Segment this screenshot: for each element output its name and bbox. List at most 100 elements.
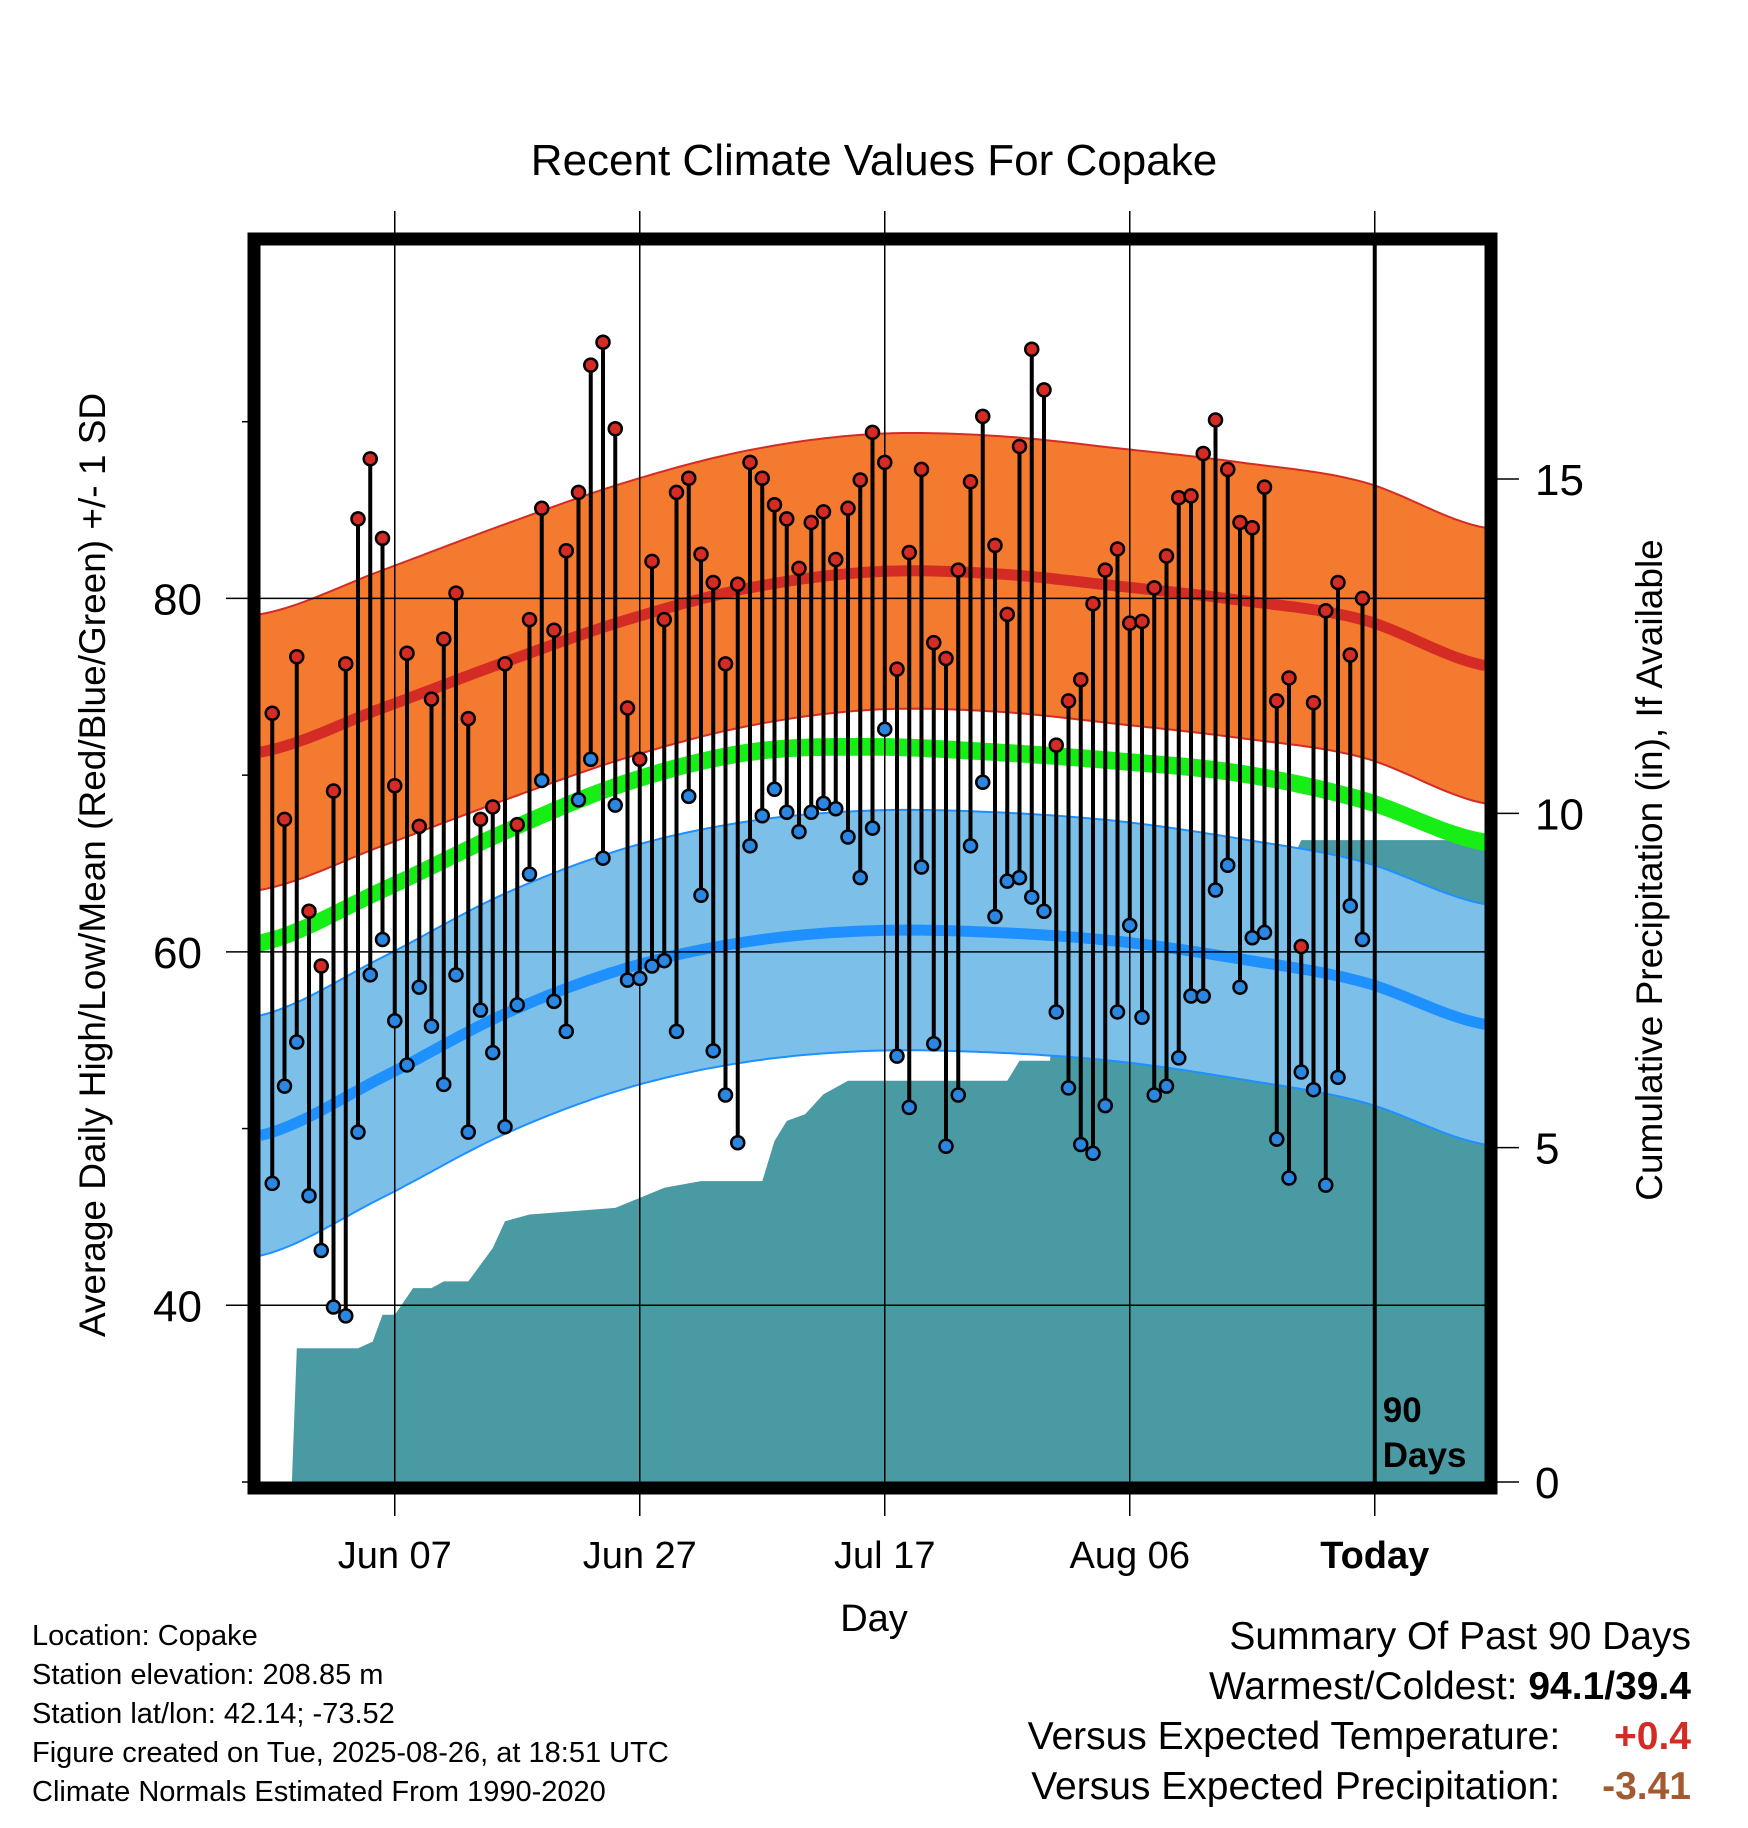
daily-low-point-54 (926, 1035, 942, 1052)
daily-low-point-36 (705, 1043, 721, 1059)
daily-high-point-10 (387, 777, 403, 794)
daily-low-point-52 (901, 1099, 917, 1116)
daily-low-point-70 (1122, 917, 1138, 934)
daily-high-point-7 (350, 511, 366, 527)
left-tick-label-1: 60 (153, 929, 202, 978)
daily-low-point-61 (1011, 869, 1028, 886)
daily-low-point-89 (1354, 931, 1371, 948)
warmest-coldest-row: Warmest/Coldest: 94.1/39.4 (1028, 1662, 1691, 1712)
daily-high-point-59 (987, 537, 1003, 554)
x-tick-label-2: Jul 17 (834, 1535, 935, 1577)
daily-low-point-33 (668, 1023, 685, 1040)
x-tick-label-0: Jun 07 (338, 1535, 452, 1577)
daily-low-point-3 (301, 1187, 317, 1204)
right-tick-label-3: 15 (1535, 456, 1584, 505)
daily-high-point-21 (521, 611, 538, 628)
daily-high-point-37 (717, 656, 734, 672)
daily-low-point-47 (840, 829, 856, 845)
daily-high-point-11 (399, 645, 415, 661)
daily-high-point-70 (1122, 615, 1138, 631)
daily-high-point-24 (558, 542, 574, 559)
daily-low-point-5 (325, 1299, 342, 1315)
warmest-coldest-label: Warmest/Coldest: (1209, 1665, 1518, 1708)
daily-low-point-4 (313, 1242, 329, 1259)
daily-high-point-31 (644, 553, 660, 570)
x-tick-label-4: Today (1320, 1535, 1429, 1577)
right-tick-label-0: 0 (1535, 1459, 1559, 1508)
daily-low-point-80 (1244, 929, 1260, 946)
daily-high-point-20 (509, 816, 525, 833)
daily-low-point-25 (570, 792, 587, 808)
daily-low-point-16 (460, 1124, 476, 1140)
daily-low-point-66 (1073, 1136, 1089, 1153)
daily-high-point-15 (448, 585, 464, 601)
daily-high-point-45 (815, 504, 832, 520)
daily-high-point-0 (264, 705, 280, 722)
daily-high-point-64 (1048, 737, 1064, 753)
daily-high-point-69 (1109, 541, 1126, 557)
daily-low-point-10 (387, 1013, 403, 1029)
daily-high-point-13 (423, 691, 440, 707)
daily-low-point-76 (1195, 988, 1211, 1004)
daily-low-point-86 (1318, 1177, 1334, 1193)
station-info: Location: Copake Station elevation: 208.… (32, 1617, 669, 1812)
daily-high-point-44 (803, 514, 819, 531)
daily-high-point-72 (1146, 580, 1162, 596)
daily-low-point-1 (276, 1078, 293, 1094)
x-tick-label-1: Jun 27 (583, 1535, 697, 1577)
daily-high-point-18 (485, 799, 501, 815)
y-axis-label-left: Average Daily High/Low/Mean (Red/Blue/Gr… (72, 393, 113, 1337)
daily-high-point-42 (779, 511, 795, 527)
daily-high-point-89 (1354, 590, 1371, 607)
plot-frame (247, 232, 1498, 1495)
daily-high-point-22 (534, 500, 550, 517)
daily-high-point-81 (1256, 479, 1273, 495)
daily-low-point-45 (815, 795, 832, 812)
daily-high-point-5 (325, 783, 342, 799)
daily-high-point-71 (1134, 613, 1150, 630)
daily-low-point-78 (1220, 857, 1236, 874)
daily-low-point-51 (889, 1048, 905, 1064)
daily-high-point-53 (913, 461, 930, 478)
daily-high-point-2 (289, 648, 305, 665)
daily-low-point-40 (754, 808, 770, 824)
daily-high-point-78 (1220, 461, 1236, 478)
daily-high-point-50 (877, 454, 893, 471)
daily-high-point-34 (681, 470, 697, 487)
daily-low-point-50 (877, 721, 893, 737)
daily-low-point-57 (962, 838, 979, 854)
daily-low-point-68 (1097, 1097, 1113, 1114)
daily-high-point-12 (411, 818, 427, 835)
daily-low-point-15 (448, 967, 464, 983)
location-text: Location: Copake (32, 1620, 258, 1652)
right-tick-label-2: 10 (1535, 790, 1584, 839)
daily-low-point-48 (852, 869, 868, 886)
daily-high-point-40 (754, 470, 770, 487)
daily-high-point-54 (926, 634, 942, 651)
daily-low-point-60 (999, 873, 1015, 889)
y-axis-label-right: Cumulative Precipitation (in), If Availa… (1629, 539, 1670, 1201)
daily-low-point-13 (423, 1018, 440, 1034)
daily-high-point-30 (632, 751, 648, 767)
daily-low-point-27 (595, 850, 611, 866)
daily-low-point-69 (1109, 1004, 1126, 1020)
daily-low-point-12 (411, 979, 427, 995)
daily-high-point-28 (607, 421, 623, 437)
temp-departure-row: Versus Expected Temperature: +0.4 (1028, 1712, 1691, 1762)
daily-high-point-62 (1024, 341, 1040, 358)
daily-high-point-88 (1342, 647, 1358, 663)
daily-low-point-6 (338, 1308, 354, 1324)
left-tick-label-0: 40 (153, 1282, 202, 1331)
elevation-text: Station elevation: 208.85 m (32, 1659, 384, 1691)
normals-text: Climate Normals Estimated From 1990-2020 (32, 1776, 606, 1808)
precip-departure-row: Versus Expected Precipitation: -3.41 (1028, 1762, 1691, 1812)
daily-high-point-41 (766, 497, 783, 513)
daily-low-point-87 (1330, 1069, 1346, 1086)
daily-low-point-39 (742, 838, 758, 854)
daily-low-point-59 (987, 908, 1003, 925)
daily-high-point-19 (497, 656, 513, 672)
daily-high-point-27 (595, 334, 611, 350)
daily-low-point-43 (791, 823, 807, 840)
daily-high-point-79 (1232, 514, 1248, 531)
daily-high-point-66 (1073, 671, 1089, 688)
